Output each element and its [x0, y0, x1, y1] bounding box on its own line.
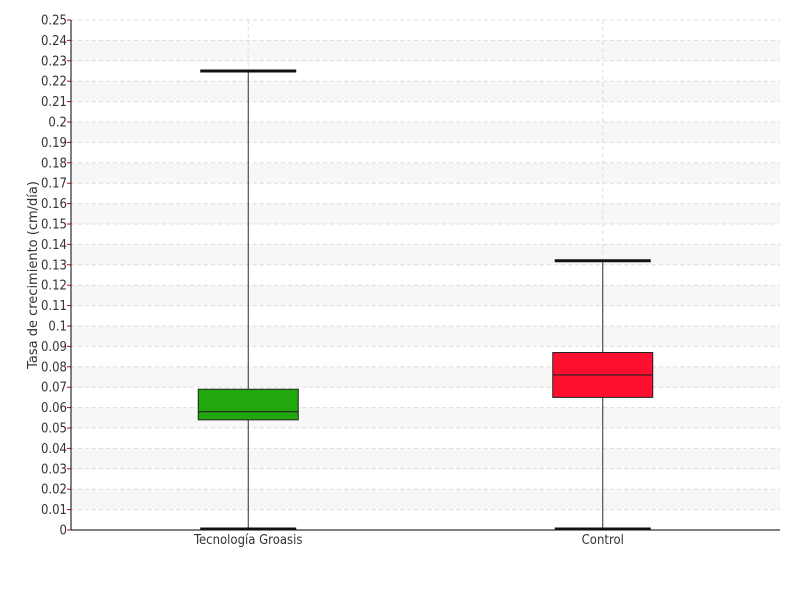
y-tick-label: 0.14 — [41, 238, 67, 253]
box-1 — [552, 259, 654, 531]
x-tick-labels: Tecnología Groasis Control — [193, 533, 624, 548]
y-tick-label: 0.05 — [41, 422, 67, 437]
y-tick-label: 0.23 — [41, 54, 67, 69]
plot-band — [71, 285, 780, 306]
plot-band — [71, 203, 780, 224]
y-tick-label: 0.24 — [41, 34, 67, 49]
y-tick-label: 0.2 — [48, 116, 67, 131]
y-tick-label: 0.03 — [41, 462, 67, 477]
plot-band — [71, 407, 780, 428]
box-0 — [197, 69, 299, 531]
y-tick-label: 0.18 — [41, 156, 67, 171]
y-tick-label: 0.16 — [41, 197, 67, 212]
y-tick-label: 0.02 — [41, 483, 67, 498]
plot-band — [71, 448, 780, 469]
y-tick-label: 0.15 — [41, 218, 67, 233]
x-tick-label: Control — [582, 533, 624, 548]
plot-band — [71, 122, 780, 143]
y-tick-label: 0.21 — [41, 95, 67, 110]
grid-lines — [71, 19, 780, 530]
y-tick-label: 0.09 — [41, 340, 67, 355]
y-tick-label: 0.25 — [41, 14, 67, 29]
y-tick-label: 0.1 — [48, 320, 67, 335]
y-tick-label: 0.01 — [41, 503, 67, 518]
y-tick-label: 0.17 — [41, 177, 67, 192]
y-tick-label: 0.04 — [41, 442, 67, 457]
y-tick-label: 0.07 — [41, 381, 67, 396]
y-tick-label: 0 — [60, 524, 67, 539]
x-tick-label: Tecnología Groasis — [193, 533, 302, 548]
plot-band — [71, 366, 780, 388]
y-tick-label: 0.19 — [41, 136, 67, 151]
plot-band — [71, 40, 780, 61]
y-tick-label: 0.08 — [41, 360, 67, 375]
plot-band — [71, 81, 780, 102]
box-body — [197, 388, 299, 421]
y-tick-label: 0.22 — [41, 75, 67, 90]
y-tick-label: 0.13 — [41, 258, 67, 273]
y-tick-labels: 0 0.01 0.02 0.03 0.04 0.05 0.06 0.07 0.08 0.09 0.1… — [41, 14, 67, 539]
boxes — [197, 69, 654, 531]
plot-band — [71, 326, 780, 347]
y-tick-label: 0.11 — [41, 299, 67, 314]
y-tick-label: 0.12 — [41, 279, 67, 294]
plot-band — [71, 489, 780, 510]
y-axis-title: Tasa de crecimiento (cm/día) — [26, 181, 41, 370]
y-tick-label: 0.06 — [41, 401, 67, 416]
plot-bands — [71, 40, 780, 510]
axes — [67, 19, 780, 531]
plot-band — [71, 162, 780, 184]
plot-band — [71, 244, 780, 265]
